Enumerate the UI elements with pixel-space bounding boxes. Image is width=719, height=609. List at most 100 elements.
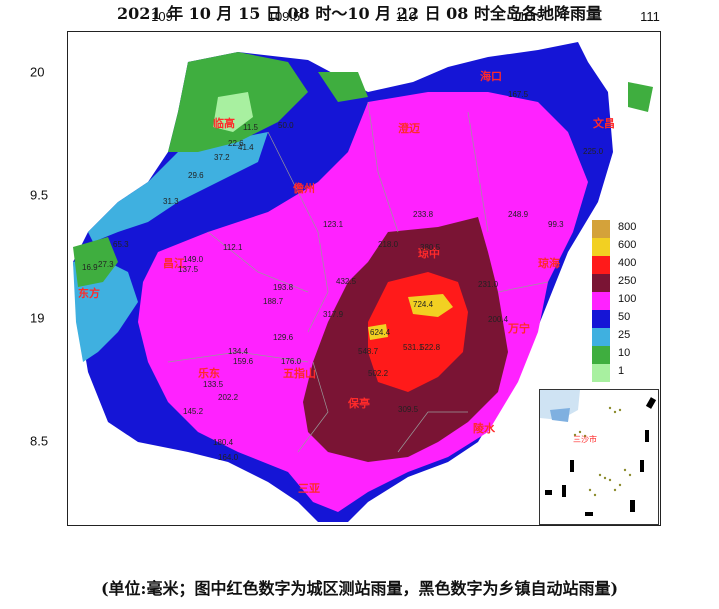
latitude-tick: 20 <box>30 64 45 80</box>
legend-label: 25 <box>618 329 631 341</box>
city-ledong: 乐东 <box>198 366 220 380</box>
station-value: 317.9 <box>323 310 344 319</box>
station-value: 502.2 <box>368 369 389 378</box>
station-value: 16.9 <box>82 263 98 272</box>
legend-label: 100 <box>618 293 637 305</box>
station-value: 31.3 <box>163 197 179 206</box>
city-baoting: 保亭 <box>347 396 370 410</box>
station-value: 724.4 <box>413 300 434 309</box>
station-value: 129.6 <box>273 333 294 342</box>
station-value: 134.4 <box>228 347 249 356</box>
legend-item: 800 <box>592 220 652 238</box>
rainfall-map: 海口 文昌 琼海 万宁 儋州 临高 澄迈 昌江 东方 乐东 五指山 琼中 保亭 … <box>67 31 661 526</box>
inset-city-sansha: 三沙市 <box>573 434 597 444</box>
station-value: 218.0 <box>378 240 399 249</box>
station-value: 167.5 <box>508 90 529 99</box>
inset-hainan <box>550 408 570 422</box>
city-haikou: 海口 <box>480 69 502 83</box>
map-canvas: 海口 文昌 琼海 万宁 儋州 临高 澄迈 昌江 东方 乐东 五指山 琼中 保亭 … <box>73 42 653 522</box>
legend-swatch <box>592 310 610 328</box>
rainfall-zone-10-east <box>628 82 653 112</box>
city-changjiang: 昌江 <box>163 256 185 270</box>
legend-swatch <box>592 328 610 346</box>
station-value: 624.4 <box>370 328 391 337</box>
station-value: 380.5 <box>420 243 441 252</box>
longitude-tick: 109.5 <box>267 9 301 24</box>
station-value: 309.5 <box>398 405 419 414</box>
station-value: 180.4 <box>213 438 234 447</box>
station-value: 123.1 <box>323 220 344 229</box>
station-value: 112.1 <box>223 243 243 252</box>
latitude-tick: 19 <box>30 310 45 326</box>
city-wenchang: 文昌 <box>593 116 615 130</box>
legend-swatch <box>592 274 610 292</box>
legend-swatch <box>592 256 610 274</box>
station-value: 188.7 <box>263 297 284 306</box>
caption-subtitle: (单位:毫米；图中红色数字为城区测站雨量，黑色数字为乡镇自动站雨量) <box>100 579 619 598</box>
legend-item: 50 <box>592 310 652 328</box>
station-value: 225.0 <box>583 147 604 156</box>
city-dongfang: 东方 <box>78 286 100 300</box>
legend-label: 600 <box>618 239 637 251</box>
inset-map: 三沙市 <box>540 390 657 516</box>
rainfall-zone-25 <box>88 132 268 242</box>
rainfall-zone-1 <box>213 92 253 132</box>
city-lingao: 临高 <box>213 116 235 130</box>
station-value: 65.3 <box>113 240 129 249</box>
legend-label: 10 <box>618 347 631 359</box>
legend-item: 25 <box>592 328 652 346</box>
station-value: 37.2 <box>214 153 230 162</box>
latitude-tick: 8.5 <box>30 433 49 449</box>
legend-swatch <box>592 220 610 238</box>
legend-item: 1 <box>592 364 652 382</box>
legend-label: 1 <box>618 365 625 377</box>
legend-item: 250 <box>592 274 652 292</box>
county-boundaries <box>167 101 549 453</box>
legend-label: 50 <box>618 311 631 323</box>
caption-title: 2021 年 10 月 15 日 08 时～10 月 22 日 08 时全岛各地… <box>117 4 602 23</box>
legend-swatch <box>592 238 610 256</box>
station-value: 41.4 <box>238 143 254 152</box>
legend-label: 250 <box>618 275 637 287</box>
inset-islands <box>573 406 632 497</box>
city-wuzhishan: 五指山 <box>283 366 316 380</box>
city-lingshui: 陵水 <box>473 421 496 435</box>
station-value: 202.2 <box>218 393 239 402</box>
longitude-tick: 111 <box>640 9 660 24</box>
station-value: 432.5 <box>336 277 357 286</box>
inset-boundary-dashes <box>545 397 657 516</box>
station-value: 29.6 <box>188 171 204 180</box>
legend-swatch <box>592 292 610 310</box>
legend-swatch <box>592 346 610 364</box>
legend-swatch <box>592 364 610 382</box>
station-value: 11.5 <box>243 123 259 132</box>
rainfall-zone-10-north <box>318 72 368 102</box>
station-value: 231.0 <box>478 280 499 289</box>
station-value: 164.0 <box>218 453 239 462</box>
city-chengmai: 澄迈 <box>398 121 420 135</box>
rainfall-zone-600 <box>408 294 453 317</box>
station-value: 145.2 <box>183 407 204 416</box>
station-value: 522.8 <box>420 343 441 352</box>
city-qiongzhong: 琼中 <box>418 246 440 260</box>
station-value: 99.3 <box>548 220 564 229</box>
station-value: 193.8 <box>273 283 294 292</box>
station-value: 176.0 <box>281 357 302 366</box>
rainfall-zone-600-south <box>368 324 388 340</box>
legend-item: 10 <box>592 346 652 364</box>
station-value: 27.3 <box>98 260 114 269</box>
station-value: 137.5 <box>178 265 199 274</box>
station-value: 200.4 <box>488 315 509 324</box>
legend-label: 800 <box>618 221 637 233</box>
station-value: 233.8 <box>413 210 434 219</box>
station-value: 133.5 <box>203 380 224 389</box>
station-value: 22.6 <box>228 139 244 148</box>
city-wanning: 万宁 <box>507 321 530 335</box>
legend-label: 400 <box>618 257 637 269</box>
longitude-tick: 109 <box>151 9 173 24</box>
city-danzhou: 儋州 <box>293 181 315 195</box>
station-value: 159.6 <box>233 357 254 366</box>
south-china-sea-inset: 三沙市 <box>539 389 659 525</box>
station-value: 50.0 <box>278 121 294 130</box>
station-value: 149.0 <box>183 255 204 264</box>
